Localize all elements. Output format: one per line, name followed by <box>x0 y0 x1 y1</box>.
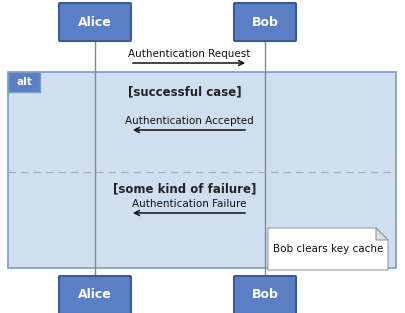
Bar <box>8 72 40 92</box>
Text: Bob: Bob <box>252 289 279 301</box>
Bar <box>8 72 396 268</box>
Text: Bob: Bob <box>252 16 279 28</box>
Text: Bob clears key cache: Bob clears key cache <box>273 244 383 254</box>
FancyBboxPatch shape <box>59 276 131 313</box>
Text: Alice: Alice <box>78 16 112 28</box>
FancyBboxPatch shape <box>234 276 296 313</box>
Text: Authentication Accepted: Authentication Accepted <box>125 116 254 126</box>
FancyBboxPatch shape <box>234 3 296 41</box>
Text: [some kind of failure]: [some kind of failure] <box>113 182 257 196</box>
Text: Authentication Request: Authentication Request <box>128 49 250 59</box>
Text: Authentication Failure: Authentication Failure <box>132 199 246 209</box>
Polygon shape <box>376 228 388 240</box>
Text: Alice: Alice <box>78 289 112 301</box>
Polygon shape <box>268 228 388 270</box>
FancyBboxPatch shape <box>59 3 131 41</box>
Text: [successful case]: [successful case] <box>128 85 242 99</box>
Text: alt: alt <box>16 77 32 87</box>
